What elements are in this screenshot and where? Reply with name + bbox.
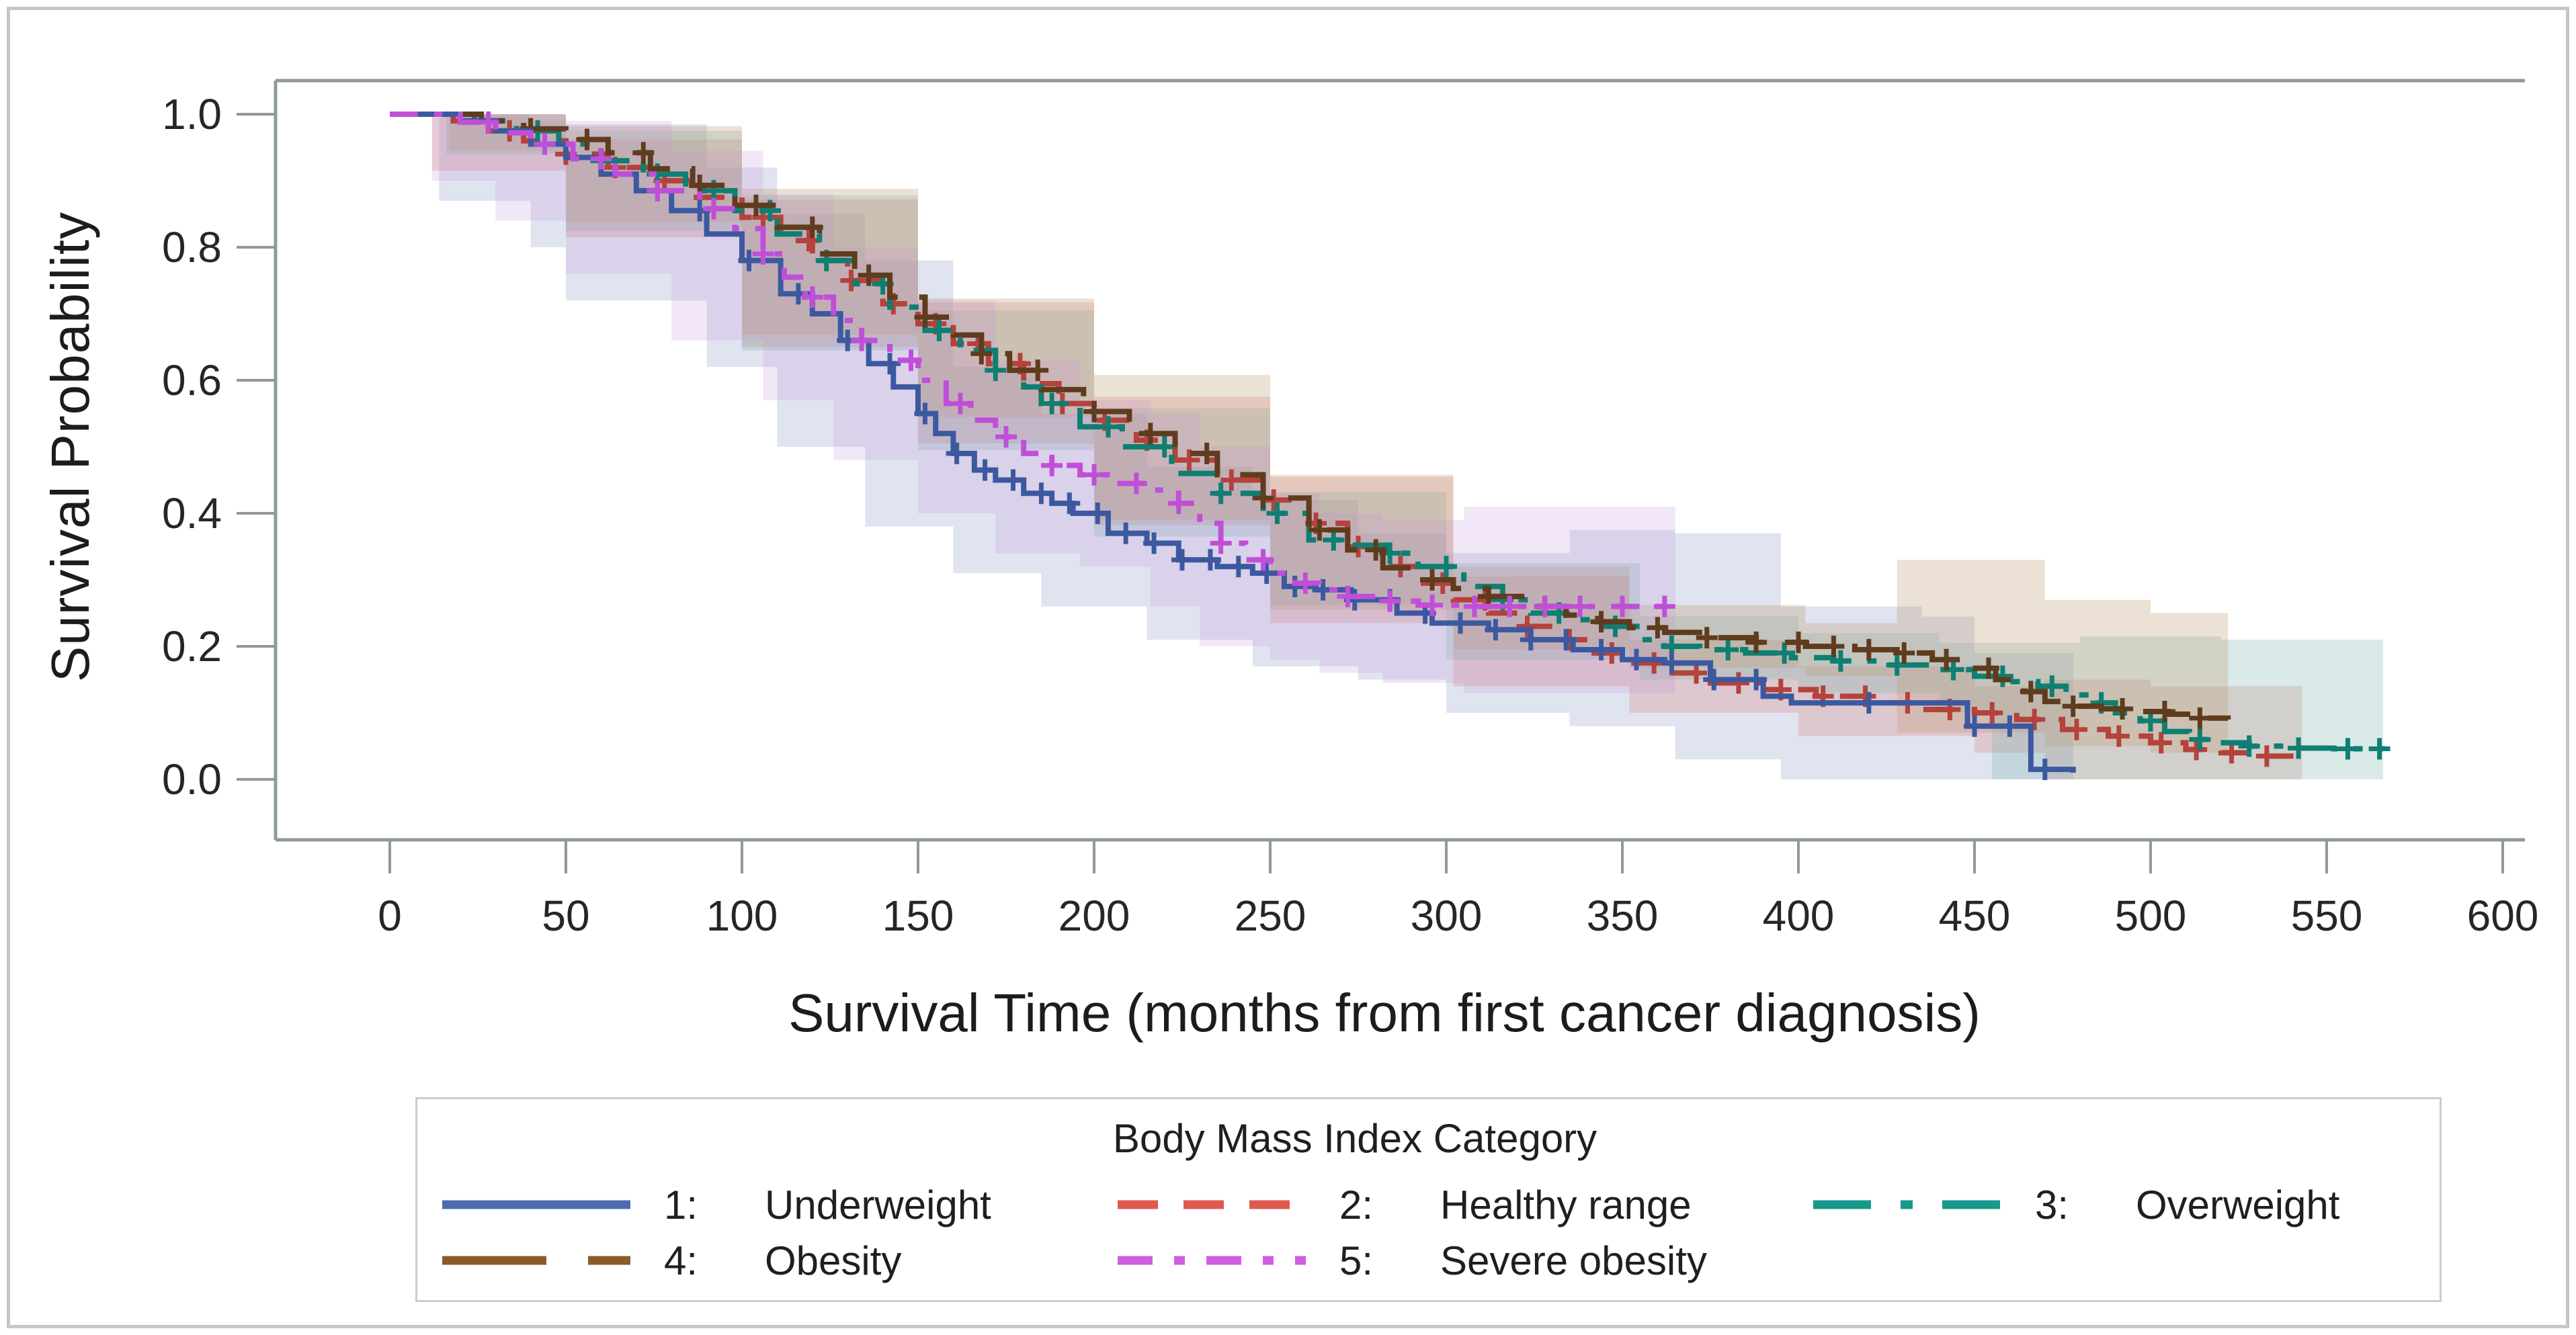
- x-tick-label: 100: [706, 892, 778, 940]
- x-tick-label: 0: [378, 892, 402, 940]
- x-axis-label: Survival Time (months from first cancer …: [788, 983, 1981, 1043]
- legend-swatch-obesity-icon: [442, 1256, 630, 1265]
- survival-curve-underweight: [390, 112, 2076, 773]
- censor-marks-underweight: [689, 200, 2056, 781]
- survival-curve-obesity: [390, 112, 2231, 721]
- legend-swatch-severe-obesity-icon: [1118, 1256, 1306, 1265]
- legend-item-obesity: 4: Obesity: [439, 1237, 901, 1284]
- legend-item-severe-obesity: 5: Severe obesity: [1114, 1237, 1707, 1284]
- legend-label: Healthy range: [1440, 1182, 1692, 1228]
- x-tick-label: 50: [542, 892, 589, 940]
- legend-label: Underweight: [765, 1182, 991, 1228]
- x-tick-label: 250: [1235, 892, 1306, 940]
- legend-item-overweight: 3: Overweight: [1810, 1181, 2339, 1228]
- legend-label: Overweight: [2136, 1182, 2340, 1228]
- legend-label: Severe obesity: [1440, 1238, 1707, 1283]
- x-tick-label: 400: [1763, 892, 1835, 940]
- legend-item-healthy-range: 2: Healthy range: [1114, 1181, 1692, 1228]
- legend-swatch-overweight-icon: [1813, 1200, 2001, 1209]
- legend-num: 3:: [2035, 1182, 2069, 1228]
- y-axis-label: Survival Probability: [40, 211, 100, 683]
- legend-swatch-healthy-range-icon: [1118, 1200, 1306, 1209]
- legend-swatch-underweight-icon: [442, 1200, 630, 1209]
- legend-title: Body Mass Index Category: [1112, 1116, 1597, 1161]
- legend-item-underweight: 1: Underweight: [439, 1181, 991, 1228]
- legend-label: Obesity: [765, 1238, 902, 1283]
- x-tick-label: 550: [2291, 892, 2363, 940]
- legend-num: 1:: [664, 1182, 698, 1228]
- x-tick-label: 300: [1411, 892, 1483, 940]
- y-tick-label: 0.6: [162, 356, 222, 404]
- y-tick-label: 1.0: [162, 90, 222, 138]
- censor-marks-severe-obesity: [477, 111, 1675, 617]
- x-tick-label: 500: [2115, 892, 2187, 940]
- x-tick-label: 150: [882, 892, 954, 940]
- legend-num: 2:: [1339, 1182, 1374, 1228]
- x-tick-label: 600: [2467, 892, 2539, 940]
- y-tick-label: 0.8: [162, 223, 222, 271]
- x-tick-label: 350: [1587, 892, 1659, 940]
- y-tick-label: 0.0: [162, 755, 222, 804]
- x-tick-label: 200: [1058, 892, 1130, 940]
- confidence-band: [450, 114, 2229, 753]
- legend-box: Body Mass Index Category 1: Underweight …: [415, 1097, 2442, 1302]
- x-tick-label: 450: [1939, 892, 2011, 940]
- y-tick-label: 0.2: [162, 622, 222, 671]
- confidence-band: [431, 114, 2302, 779]
- y-tick-label: 0.4: [162, 489, 222, 537]
- legend-num: 4:: [664, 1238, 698, 1283]
- legend-num: 5:: [1339, 1238, 1374, 1283]
